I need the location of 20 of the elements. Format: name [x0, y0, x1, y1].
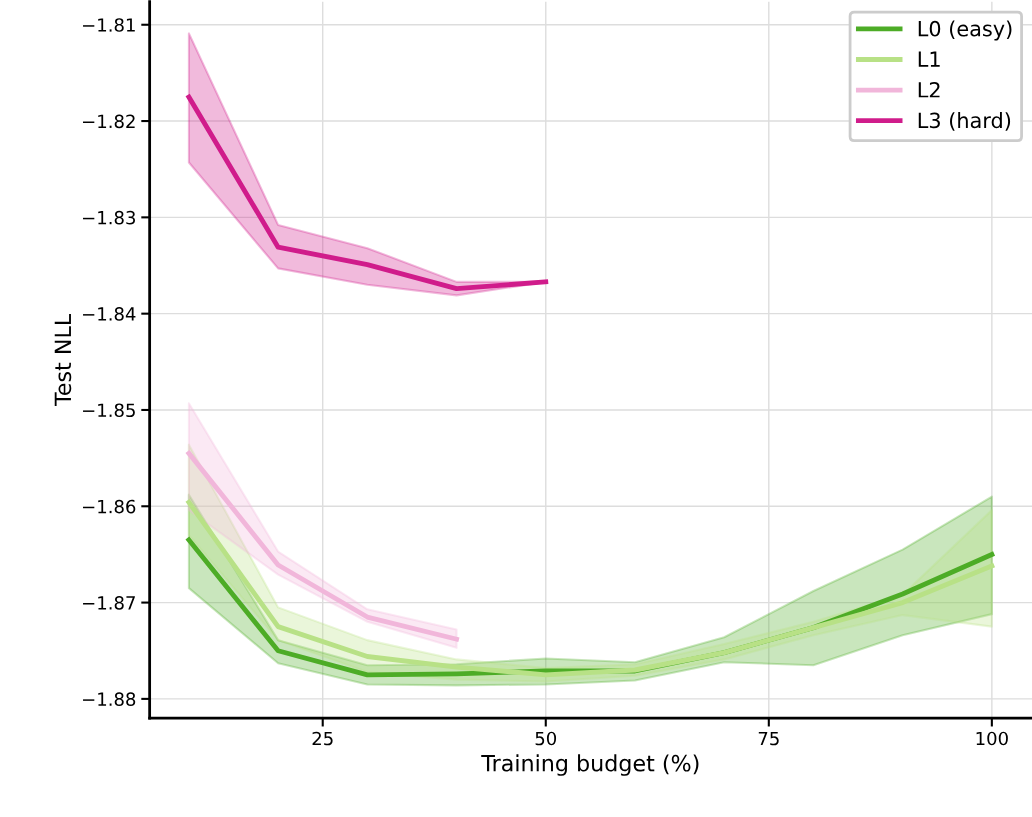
x-tick-label: 75: [758, 731, 779, 746]
line-series: [186, 94, 549, 292]
line-series: [186, 450, 459, 642]
legend-label: L2: [918, 81, 940, 98]
y-axis-title: Test NLL: [54, 313, 72, 407]
x-tick-label: 25: [312, 731, 333, 746]
legend-label: L3 (hard): [918, 112, 1011, 131]
x-tick-label: 100: [976, 731, 1008, 746]
y-tick-label: −1.87: [83, 596, 135, 610]
y-tick-label: −1.83: [83, 210, 135, 225]
legend-label: L0 (easy): [918, 20, 1012, 41]
legend-label: L1: [918, 51, 940, 67]
y-tick-label: −1.85: [83, 403, 135, 418]
y-tick-label: −1.81: [83, 18, 135, 32]
y-tick-label: −1.84: [83, 307, 136, 321]
y-tick-label: −1.88: [83, 692, 136, 706]
x-tick-label: 50: [535, 731, 557, 746]
y-tick-label: −1.82: [83, 114, 135, 129]
x-axis-title: Training budget (%): [481, 754, 699, 776]
y-tick-label: −1.86: [83, 499, 136, 514]
